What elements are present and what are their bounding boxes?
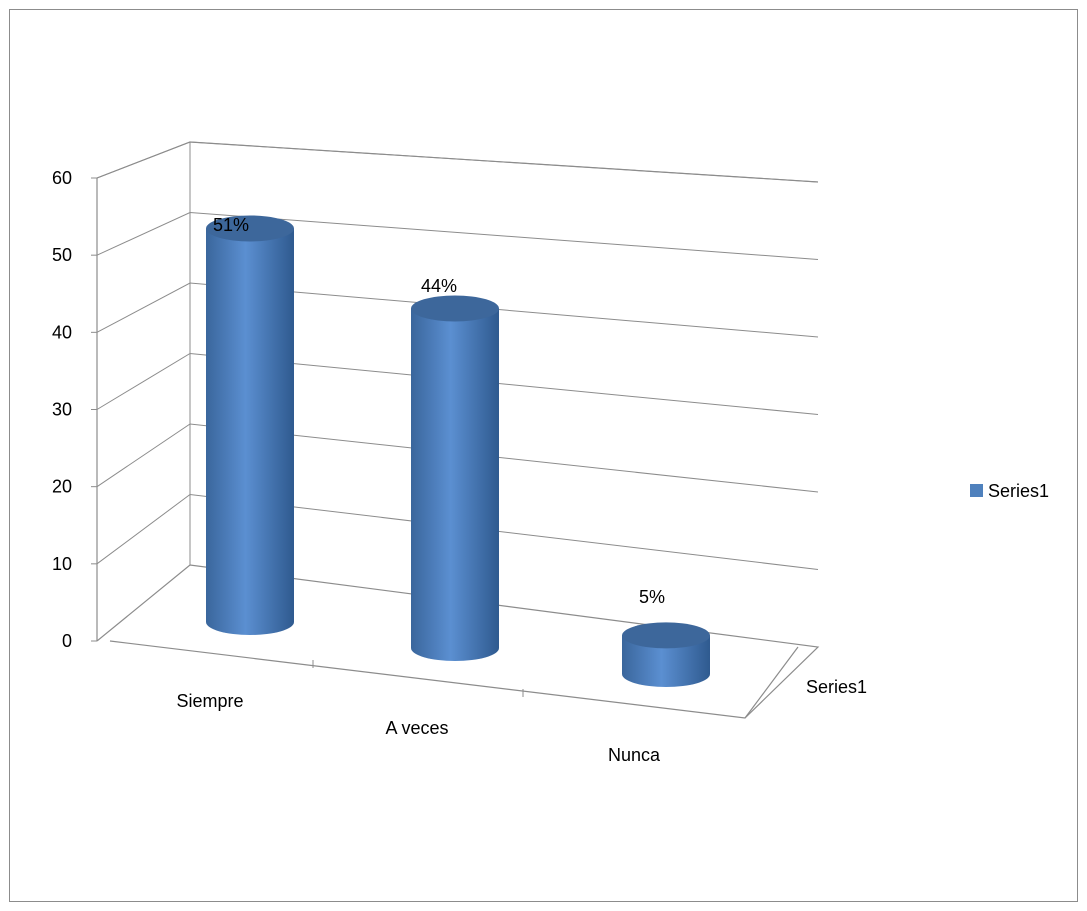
bar-top: [622, 622, 710, 649]
y-tick-label: 50: [52, 245, 72, 265]
y-tick-label: 30: [52, 400, 72, 420]
x-tick-label: Nunca: [608, 745, 661, 765]
bar-body: [411, 308, 499, 661]
gridline: [96, 211, 819, 260]
y-tick-label: 20: [52, 477, 72, 497]
bar-nunca: [622, 622, 710, 687]
legend: Series1: [970, 481, 1049, 501]
data-label: 51%: [213, 215, 249, 235]
y-tick-label: 0: [62, 631, 72, 651]
bar-series: [206, 215, 710, 687]
y-tick-label: 10: [52, 554, 72, 574]
gridline: [96, 493, 819, 570]
data-label: 5%: [639, 587, 665, 607]
y-tick-label: 60: [52, 168, 72, 188]
legend-swatch-series1: [970, 484, 983, 497]
back-wall-top-edge: [96, 141, 819, 183]
bar-top: [206, 215, 294, 242]
bar-body: [206, 228, 294, 635]
x-tick-label: A veces: [385, 718, 448, 738]
bar-body: [622, 635, 710, 687]
chart-frame: [9, 9, 1078, 902]
depth-axis-line: [744, 646, 799, 719]
bar-a-veces: [411, 295, 499, 661]
gridline: [96, 352, 819, 415]
gridline: [96, 423, 819, 493]
gridlines: [96, 141, 819, 570]
depth-axis-label: Series1: [806, 677, 867, 697]
bar-top: [411, 295, 499, 322]
legend-label-series1: Series1: [988, 481, 1049, 501]
gridline: [96, 141, 819, 183]
y-tick-label: 40: [52, 322, 72, 342]
x-tick-label: Siempre: [176, 691, 243, 711]
floor-outline: [96, 564, 820, 719]
x-axis: Siempre A veces Nunca: [176, 646, 799, 765]
data-labels: 51% 44% 5%: [213, 215, 665, 607]
y-axis: 0 10 20 30 40 50 60: [52, 168, 97, 651]
gridline: [96, 282, 819, 338]
data-label: 44%: [421, 276, 457, 296]
bar-siempre: [206, 215, 294, 635]
